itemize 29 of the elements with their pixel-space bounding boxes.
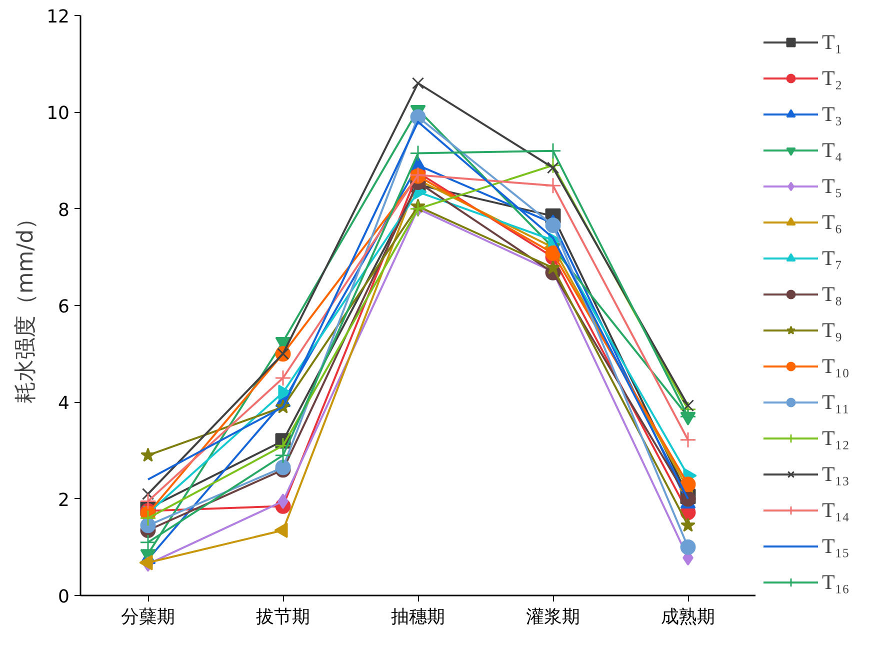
legend-label: T₁₄: [822, 497, 850, 523]
x-tick-label: 灌浆期: [526, 606, 580, 628]
legend-label: T₉: [822, 317, 842, 343]
y-axis-title: 耗水强度（mm/d）: [14, 207, 39, 404]
y-tick-label: 6: [58, 296, 70, 318]
legend-label: T₁: [822, 29, 842, 55]
x-tick-label: 抽穗期: [391, 606, 445, 628]
legend-label: T₃: [822, 101, 842, 127]
y-tick-label: 0: [58, 586, 70, 608]
legend-label: T₁₂: [822, 425, 850, 451]
legend-label: T₆: [822, 209, 842, 235]
legend-label: T₄: [822, 137, 842, 163]
y-tick-label: 4: [58, 393, 70, 414]
y-tick-label: 8: [58, 200, 70, 221]
legend-label: T₁₃: [822, 461, 850, 487]
x-tick-label: 拔节期: [256, 606, 310, 628]
x-tick-label: 成熟期: [661, 606, 715, 628]
y-tick-label: 12: [46, 6, 70, 28]
legend-label: T₁₅: [822, 533, 850, 559]
legend-label: T₇: [822, 245, 842, 271]
legend-label: T₁₁: [822, 389, 850, 415]
y-tick-label: 2: [58, 490, 70, 511]
legend-label: T₁₆: [822, 569, 850, 595]
legend-label: T₂: [822, 65, 842, 91]
y-tick-label: 10: [46, 103, 70, 124]
legend-label: T₈: [822, 281, 842, 307]
legend-label: T₁₀: [822, 353, 850, 379]
legend-label: T₅: [822, 173, 842, 199]
x-tick-label: 分蘖期: [121, 606, 175, 628]
